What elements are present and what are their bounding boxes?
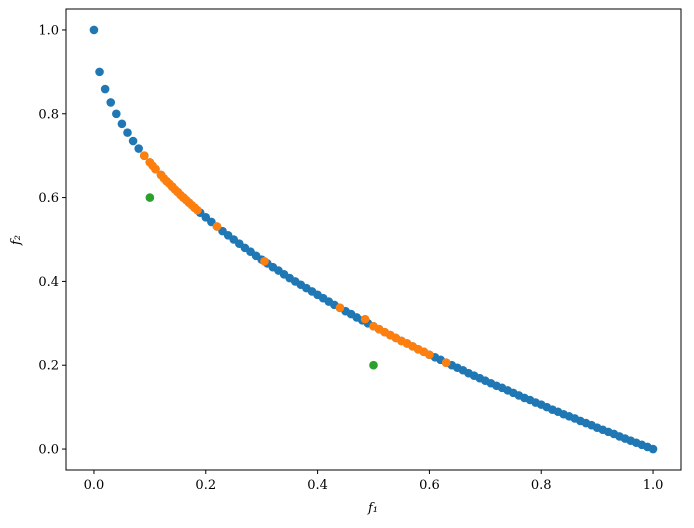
y-axis-label: f₂ — [9, 235, 24, 246]
x-tick-label: 0.8 — [531, 478, 552, 493]
point — [95, 67, 104, 77]
point — [369, 360, 378, 370]
point — [139, 151, 149, 160]
point — [212, 222, 222, 231]
point — [648, 444, 658, 454]
point — [145, 193, 155, 202]
x-tick-label: 0.6 — [419, 478, 440, 493]
point — [89, 25, 99, 35]
plot-frame — [65, 8, 682, 471]
x-tick-label: 1.0 — [643, 478, 664, 493]
point — [360, 314, 370, 324]
point — [151, 164, 160, 174]
point — [260, 256, 269, 266]
point — [441, 358, 451, 368]
point — [425, 350, 434, 360]
y-tick-label: 0.4 — [38, 275, 59, 290]
y-tick-label: 0.6 — [38, 191, 59, 206]
x-tick-label: 0.4 — [307, 478, 328, 493]
y-tick-label: 0.2 — [38, 359, 59, 374]
y-tick-label: 0.8 — [38, 107, 59, 122]
point — [117, 119, 127, 129]
point — [134, 144, 143, 153]
point — [193, 205, 202, 215]
point — [123, 128, 132, 137]
x-axis-label: f₁ — [367, 501, 378, 516]
y-tick-label: 0.0 — [38, 443, 59, 458]
point — [100, 84, 110, 94]
point — [112, 109, 121, 119]
y-tick-label: 1.0 — [38, 23, 59, 38]
point — [106, 98, 116, 107]
point — [128, 136, 138, 146]
point — [335, 303, 345, 313]
x-tick-label: 0.2 — [195, 478, 216, 493]
x-tick-label: 0.0 — [84, 478, 105, 493]
